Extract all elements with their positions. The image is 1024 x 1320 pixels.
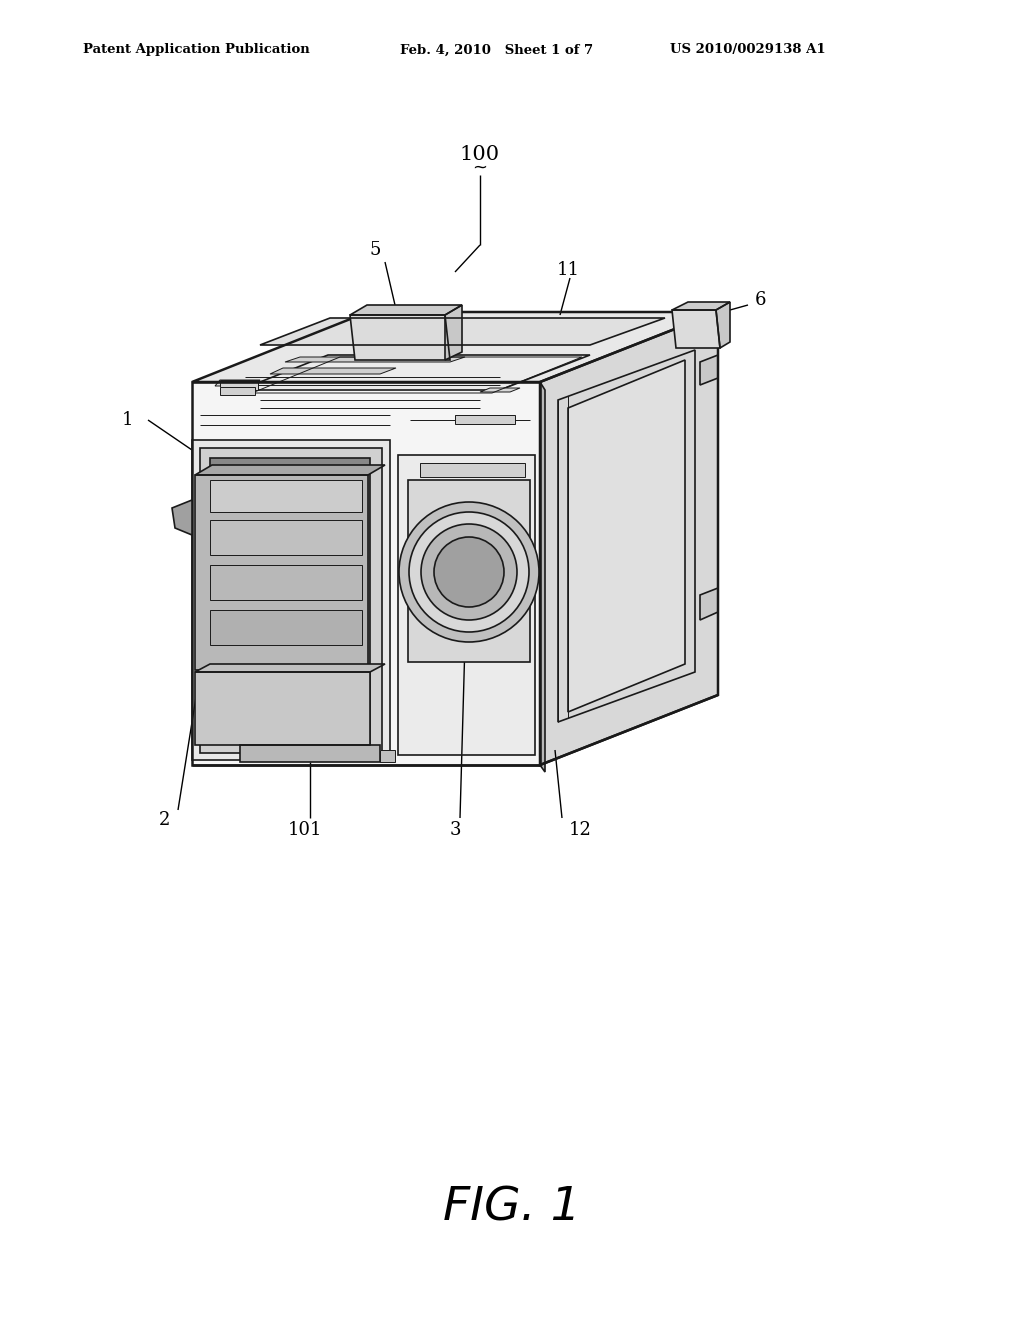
- Polygon shape: [700, 355, 718, 385]
- Polygon shape: [195, 465, 385, 475]
- Polygon shape: [480, 388, 520, 392]
- Polygon shape: [210, 480, 362, 512]
- Text: 3: 3: [450, 821, 461, 840]
- Polygon shape: [193, 440, 390, 760]
- Polygon shape: [420, 463, 525, 477]
- Circle shape: [434, 537, 504, 607]
- Polygon shape: [172, 500, 193, 535]
- Polygon shape: [240, 355, 590, 389]
- Polygon shape: [700, 587, 718, 620]
- Polygon shape: [195, 664, 385, 672]
- Polygon shape: [200, 447, 382, 752]
- Polygon shape: [716, 302, 730, 348]
- Text: Feb. 4, 2010   Sheet 1 of 7: Feb. 4, 2010 Sheet 1 of 7: [400, 44, 593, 57]
- Polygon shape: [240, 744, 380, 762]
- Polygon shape: [220, 387, 255, 395]
- Polygon shape: [260, 318, 665, 345]
- Circle shape: [421, 524, 517, 620]
- Polygon shape: [220, 380, 258, 389]
- Text: 12: 12: [568, 821, 592, 840]
- Polygon shape: [270, 368, 396, 374]
- Polygon shape: [193, 312, 718, 381]
- Polygon shape: [380, 750, 395, 762]
- Polygon shape: [540, 381, 545, 772]
- Polygon shape: [558, 350, 695, 722]
- Text: 11: 11: [556, 261, 580, 279]
- Text: US 2010/0029138 A1: US 2010/0029138 A1: [670, 44, 825, 57]
- Polygon shape: [672, 302, 730, 310]
- Polygon shape: [195, 672, 370, 744]
- Text: Patent Application Publication: Patent Application Publication: [83, 44, 309, 57]
- Text: 2: 2: [160, 810, 171, 829]
- Polygon shape: [210, 565, 362, 601]
- Circle shape: [399, 502, 539, 642]
- Polygon shape: [285, 356, 465, 362]
- Polygon shape: [568, 360, 685, 711]
- Text: 100: 100: [460, 145, 500, 165]
- Text: ~: ~: [472, 158, 487, 177]
- Polygon shape: [455, 414, 515, 424]
- Polygon shape: [215, 380, 260, 385]
- Polygon shape: [210, 458, 370, 744]
- Polygon shape: [672, 310, 720, 348]
- Text: 5: 5: [370, 242, 381, 259]
- Text: 1: 1: [122, 411, 134, 429]
- Polygon shape: [408, 480, 530, 663]
- Polygon shape: [193, 381, 540, 766]
- Text: 6: 6: [755, 290, 766, 309]
- Polygon shape: [210, 520, 362, 554]
- Polygon shape: [540, 312, 718, 766]
- Text: FIG. 1: FIG. 1: [443, 1185, 581, 1230]
- Circle shape: [409, 512, 529, 632]
- Polygon shape: [445, 305, 462, 360]
- Polygon shape: [350, 315, 450, 360]
- Text: 101: 101: [288, 821, 323, 840]
- Polygon shape: [210, 610, 362, 645]
- Polygon shape: [350, 305, 462, 315]
- Polygon shape: [195, 475, 368, 671]
- Polygon shape: [398, 455, 535, 755]
